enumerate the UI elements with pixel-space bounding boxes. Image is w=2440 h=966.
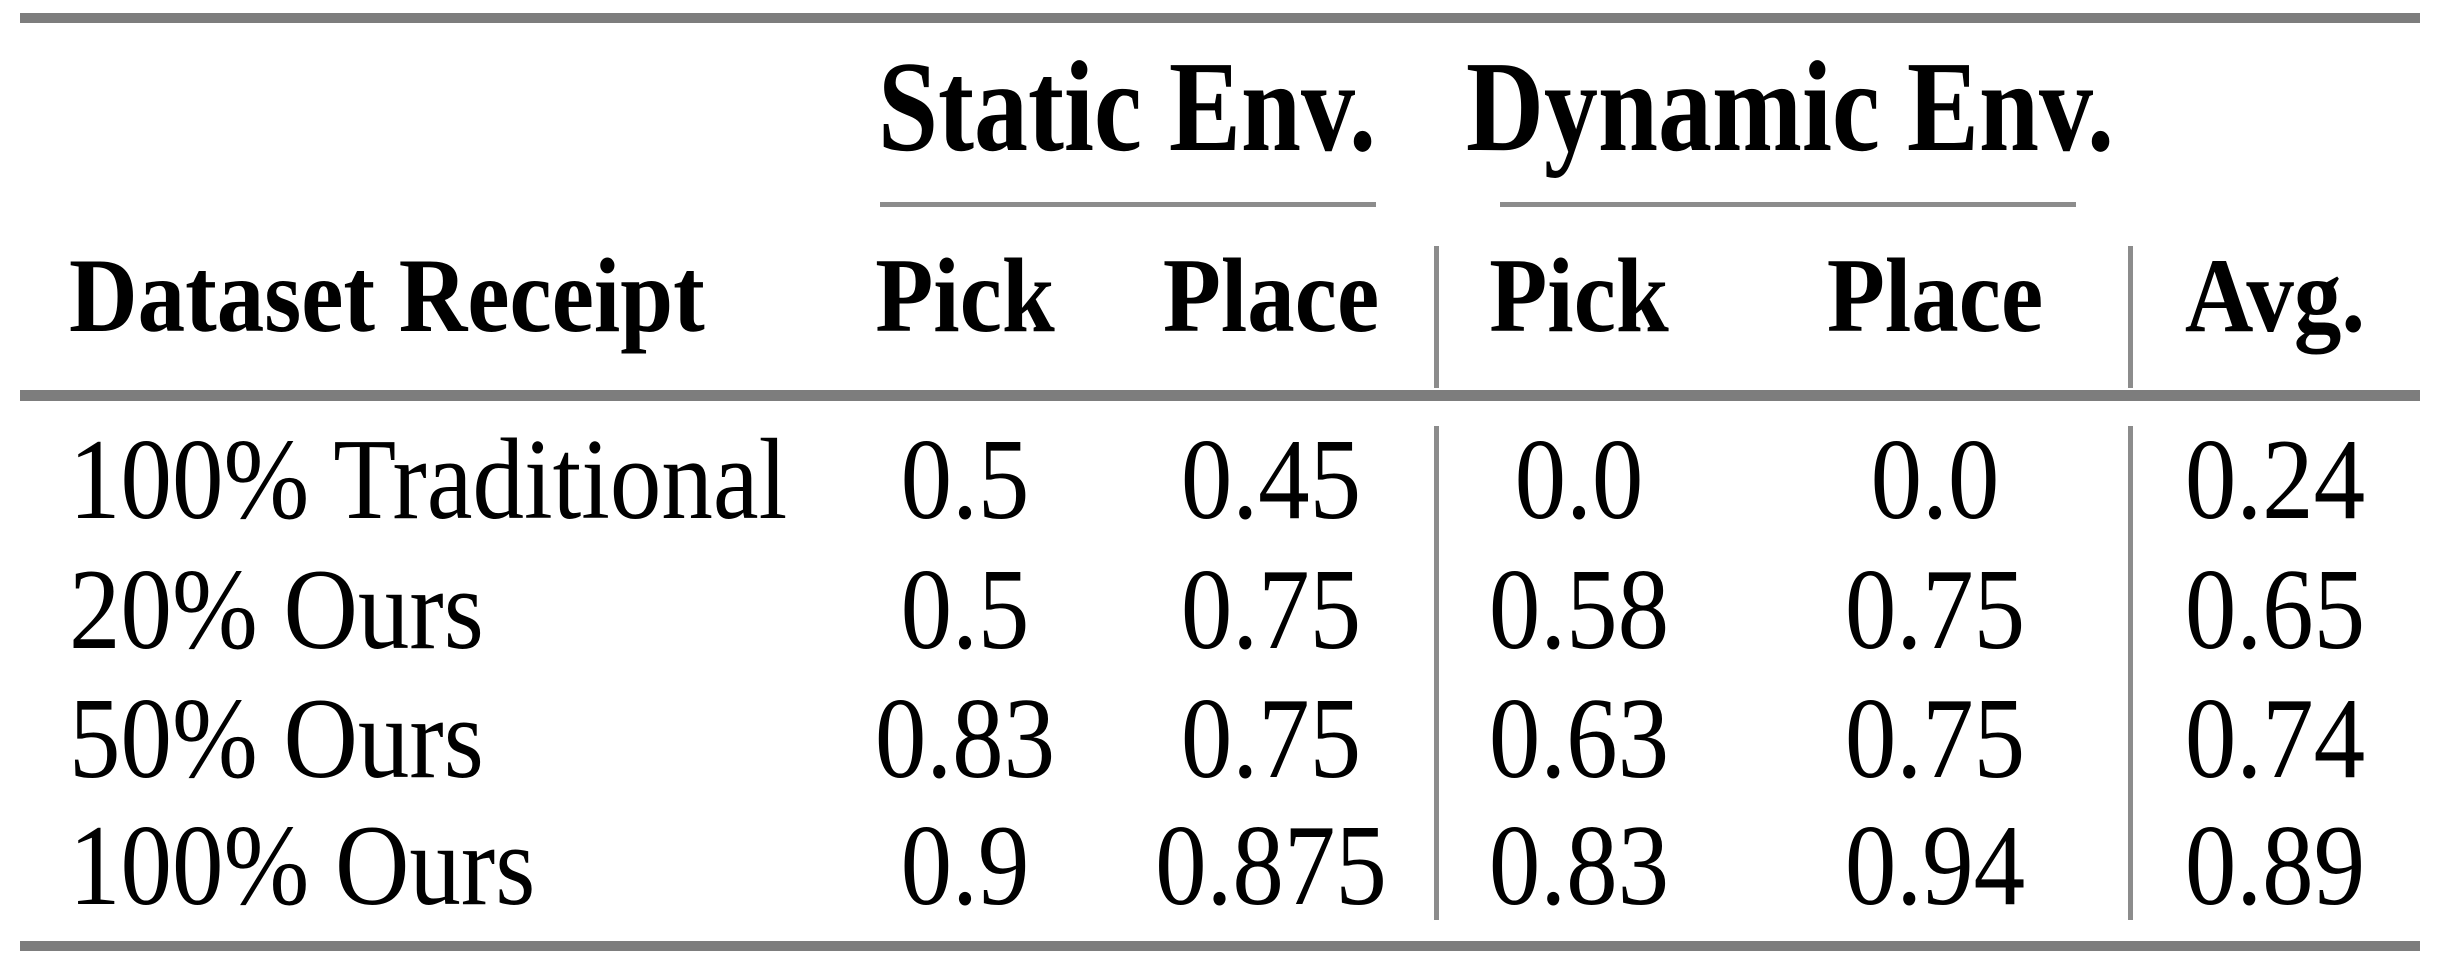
cell-r4-dynamic-pick: 0.83 bbox=[1488, 802, 1670, 930]
cell-r4-avg: 0.89 bbox=[2184, 802, 2366, 930]
cell-r4-dynamic-place: 0.94 bbox=[1844, 802, 2026, 930]
header-rule bbox=[20, 390, 2420, 401]
column-separator-right-header bbox=[2128, 246, 2133, 388]
column-group-header-dynamic-env: Dynamic Env. bbox=[1465, 35, 2115, 179]
cell-r2-static-place: 0.75 bbox=[1180, 546, 1362, 674]
column-header-dataset-receipt: Dataset Receipt bbox=[69, 235, 705, 355]
column-header-dynamic-pick: Pick bbox=[1489, 235, 1669, 355]
row-label-100pct-ours: 100% Ours bbox=[69, 802, 536, 930]
cell-r3-static-pick: 0.83 bbox=[874, 675, 1056, 803]
cell-r4-static-place: 0.875 bbox=[1155, 802, 1387, 930]
top-rule bbox=[20, 13, 2420, 23]
row-label-50pct-ours: 50% Ours bbox=[69, 675, 484, 803]
cell-r1-dynamic-pick: 0.0 bbox=[1514, 416, 1644, 544]
cell-r3-avg: 0.74 bbox=[2184, 675, 2366, 803]
cell-r1-static-pick: 0.5 bbox=[900, 416, 1030, 544]
cell-r2-dynamic-pick: 0.58 bbox=[1488, 546, 1670, 674]
row-label-20pct-ours: 20% Ours bbox=[69, 546, 484, 674]
cell-r3-static-place: 0.75 bbox=[1180, 675, 1362, 803]
cell-r3-dynamic-pick: 0.63 bbox=[1488, 675, 1670, 803]
column-separator-right-body bbox=[2128, 426, 2133, 920]
bottom-rule bbox=[20, 941, 2420, 951]
column-header-dynamic-place: Place bbox=[1826, 235, 2044, 355]
column-header-avg: Avg. bbox=[2184, 235, 2366, 355]
column-separator-left-body bbox=[1434, 426, 1439, 920]
column-header-static-place: Place bbox=[1162, 235, 1380, 355]
static-env-underline bbox=[880, 202, 1376, 207]
cell-r1-static-place: 0.45 bbox=[1180, 416, 1362, 544]
cell-r3-dynamic-place: 0.75 bbox=[1844, 675, 2026, 803]
cell-r4-static-pick: 0.9 bbox=[900, 802, 1030, 930]
cell-r1-dynamic-place: 0.0 bbox=[1870, 416, 2000, 544]
cell-r1-avg: 0.24 bbox=[2184, 416, 2366, 544]
column-separator-left-header bbox=[1434, 246, 1439, 388]
column-header-static-pick: Pick bbox=[875, 235, 1055, 355]
cell-r2-avg: 0.65 bbox=[2184, 546, 2366, 674]
dynamic-env-underline bbox=[1500, 202, 2076, 207]
row-label-100pct-traditional: 100% Traditional bbox=[69, 416, 788, 544]
cell-r2-dynamic-place: 0.75 bbox=[1844, 546, 2026, 674]
column-group-header-static-env: Static Env. bbox=[877, 35, 1377, 179]
cell-r2-static-pick: 0.5 bbox=[900, 546, 1030, 674]
